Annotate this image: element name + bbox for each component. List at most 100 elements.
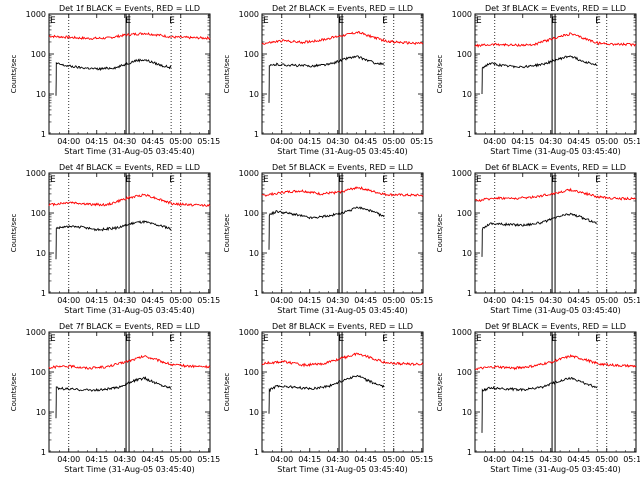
series-black-events [55, 376, 172, 419]
x-tick-label: 05:15 [197, 137, 220, 146]
y-tick-label: 10 [36, 408, 46, 417]
event-marker-label-left: E [263, 175, 269, 185]
x-tick-label: 04:00 [57, 296, 80, 305]
x-tick-label: 04:00 [270, 455, 293, 464]
event-marker-label: E [339, 175, 345, 185]
event-marker-label: E [169, 175, 175, 185]
y-axis-label: Counts/sec [436, 373, 444, 412]
x-tick-label: 04:00 [270, 137, 293, 146]
event-marker-label: E [595, 175, 601, 185]
event-marker-label: E [339, 334, 345, 344]
event-marker-label: E [126, 16, 132, 26]
x-tick-label: 05:00 [382, 296, 405, 305]
series-black-events [55, 220, 172, 260]
event-marker-label: E [339, 16, 345, 26]
y-axis-label: Counts/sec [10, 55, 18, 94]
y-axis-label: Counts/sec [10, 214, 18, 253]
series-red-lld [261, 186, 424, 197]
y-tick-label: 1000 [239, 10, 259, 19]
event-marker-label-left: E [50, 334, 56, 344]
x-tick-label: 05:00 [595, 296, 618, 305]
y-tick-label: 10 [249, 249, 259, 258]
chart-title: Det 4f BLACK = Events, RED = LLD [59, 163, 200, 172]
x-tick-label: 04:45 [354, 296, 377, 305]
x-axis-label: Start Time (31-Aug-05 03:45:40) [277, 147, 408, 156]
y-axis-label: Counts/sec [223, 373, 231, 412]
event-marker-label: E [169, 16, 175, 26]
x-tick-label: 04:30 [326, 137, 349, 146]
x-tick-label: 05:15 [197, 296, 220, 305]
x-tick-label: 04:00 [57, 137, 80, 146]
chart-title: Det 7f BLACK = Events, RED = LLD [59, 322, 200, 331]
series-red-lld [48, 354, 211, 370]
y-tick-label: 1 [41, 289, 46, 298]
y-tick-label: 100 [244, 368, 259, 377]
series-red-lld [474, 353, 637, 371]
x-tick-label: 04:15 [511, 455, 534, 464]
event-marker-label: E [552, 334, 558, 344]
y-tick-label: 1 [254, 130, 259, 139]
x-tick-label: 04:45 [567, 137, 590, 146]
y-axis-label: Counts/sec [223, 214, 231, 253]
event-marker-label-left: E [263, 16, 269, 26]
x-axis-label: Start Time (31-Aug-05 03:45:40) [64, 147, 195, 156]
x-tick-label: 04:00 [483, 137, 506, 146]
x-tick-label: 05:00 [382, 455, 405, 464]
y-tick-label: 100 [457, 209, 472, 218]
x-axis-label: Start Time (31-Aug-05 03:45:40) [490, 306, 621, 315]
x-tick-label: 04:15 [298, 137, 321, 146]
y-axis-label: Counts/sec [223, 55, 231, 94]
x-tick-label: 04:15 [298, 455, 321, 464]
series-black-events [481, 212, 598, 257]
y-tick-label: 1000 [239, 328, 259, 337]
chart-panel-2: Det 2f BLACK = Events, RED = LLD 1 10 100 10… [223, 4, 433, 156]
y-tick-label: 1 [41, 130, 46, 139]
x-tick-label: 04:45 [354, 455, 377, 464]
x-tick-label: 05:00 [169, 296, 192, 305]
series-black-events [268, 55, 385, 103]
series-black-events [481, 55, 598, 95]
y-tick-label: 10 [462, 249, 472, 258]
y-tick-label: 10 [36, 249, 46, 258]
y-tick-label: 100 [244, 209, 259, 218]
x-tick-label: 04:45 [141, 455, 164, 464]
series-black-events [268, 374, 385, 414]
y-tick-label: 10 [249, 408, 259, 417]
chart-title: Det 1f BLACK = Events, RED = LLD [59, 4, 200, 13]
y-tick-label: 1000 [26, 169, 46, 178]
chart-panel-3: Det 3f BLACK = Events, RED = LLD 1 10 100 10… [436, 4, 640, 156]
y-tick-label: 1000 [26, 10, 46, 19]
x-tick-label: 05:15 [623, 137, 640, 146]
x-tick-label: 05:15 [410, 296, 433, 305]
series-black-events [268, 206, 385, 250]
y-tick-label: 1 [467, 130, 472, 139]
x-tick-label: 05:15 [410, 137, 433, 146]
y-tick-label: 100 [31, 50, 46, 59]
event-marker-label: E [382, 334, 388, 344]
x-tick-label: 04:45 [354, 137, 377, 146]
chart-panel-7: Det 7f BLACK = Events, RED = LLD 1 10 100 10… [10, 322, 220, 474]
y-tick-label: 1000 [452, 169, 472, 178]
x-axis-label: Start Time (31-Aug-05 03:45:40) [277, 306, 408, 315]
chart-panel-4: Det 4f BLACK = Events, RED = LLD 1 10 100 10… [10, 163, 220, 315]
x-tick-label: 05:15 [623, 296, 640, 305]
x-tick-label: 05:00 [595, 455, 618, 464]
event-marker-label-left: E [476, 16, 482, 26]
series-red-lld [474, 187, 637, 202]
x-tick-label: 04:30 [539, 296, 562, 305]
event-marker-label: E [382, 16, 388, 26]
x-axis-label: Start Time (31-Aug-05 03:45:40) [277, 465, 408, 474]
x-tick-label: 04:15 [298, 296, 321, 305]
event-marker-label-left: E [50, 16, 56, 26]
series-red-lld [474, 32, 637, 49]
x-tick-label: 04:15 [85, 296, 108, 305]
y-axis-label: Counts/sec [10, 373, 18, 412]
event-marker-label-left: E [50, 175, 56, 185]
x-axis-label: Start Time (31-Aug-05 03:45:40) [490, 147, 621, 156]
x-tick-label: 05:00 [595, 137, 618, 146]
event-marker-label-left: E [476, 334, 482, 344]
x-tick-label: 04:30 [326, 455, 349, 464]
event-marker-label-left: E [263, 334, 269, 344]
x-tick-label: 04:30 [113, 455, 136, 464]
